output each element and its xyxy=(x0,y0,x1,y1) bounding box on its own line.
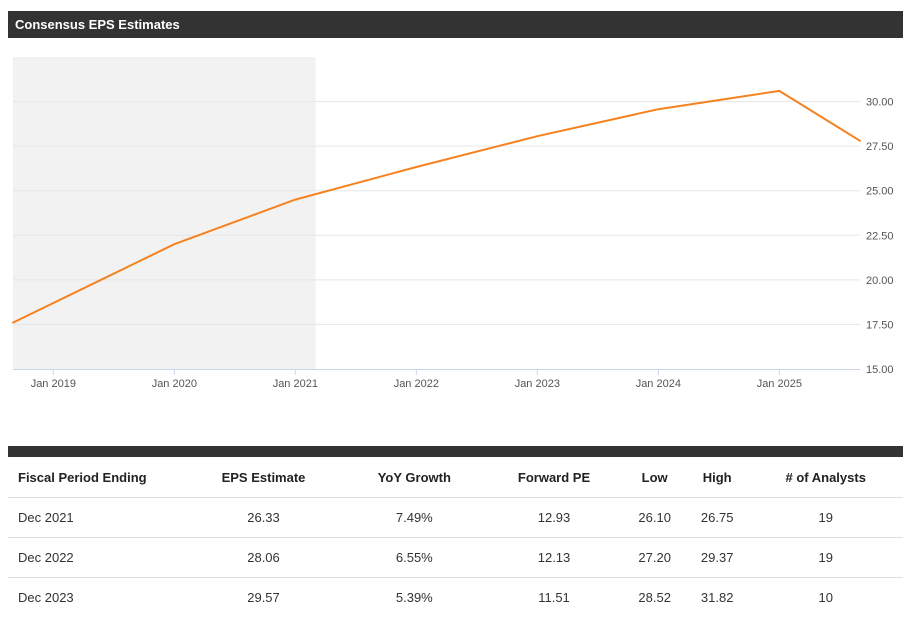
y-tick-label: 25.00 xyxy=(866,186,894,198)
table-row: Dec 2022 28.06 6.55% 12.13 27.20 29.37 1… xyxy=(8,537,903,578)
y-tick-label: 15.00 xyxy=(866,364,894,376)
table-cell: 12.13 xyxy=(484,537,624,578)
eps-estimates-table: Fiscal Period Ending EPS Estimate YoY Gr… xyxy=(8,457,903,617)
y-tick-label: 22.50 xyxy=(866,230,894,242)
eps-line-chart: 30.00 27.50 25.00 22.50 20.00 17.50 15.00 Jan 2… xyxy=(12,57,894,390)
column-header: YoY Growth xyxy=(344,457,485,498)
x-tick-label: Jan 2020 xyxy=(152,378,197,390)
table-cell: 19 xyxy=(748,537,903,578)
table-header-row: Fiscal Period Ending EPS Estimate YoY Gr… xyxy=(8,457,903,498)
column-header: Fiscal Period Ending xyxy=(8,457,183,498)
x-tick-label: Jan 2021 xyxy=(273,378,318,390)
column-header: # of Analysts xyxy=(748,457,903,498)
table-cell: 26.75 xyxy=(685,497,749,538)
table-cell: 12.93 xyxy=(484,497,624,538)
table-cell: 29.57 xyxy=(247,590,280,605)
column-header: High xyxy=(685,457,749,498)
table-cell: Dec 2022 xyxy=(8,537,183,578)
table-cell: 6.55% xyxy=(344,537,485,578)
column-header: Low xyxy=(623,457,686,498)
x-tick-label: Jan 2025 xyxy=(757,378,802,390)
x-tick-label: Jan 2024 xyxy=(636,378,681,390)
chart-header: Consensus EPS Estimates xyxy=(8,11,903,38)
table-cell: 10 xyxy=(818,590,833,605)
eps-series-line xyxy=(12,89,861,324)
y-tick-label: 20.00 xyxy=(866,275,894,287)
table-cell: 27.20 xyxy=(623,537,686,578)
x-tick-label: Jan 2019 xyxy=(31,378,76,390)
table-cell: 28.52 xyxy=(638,590,671,605)
column-header: Forward PE xyxy=(484,457,624,498)
table-cell: 26.33 xyxy=(183,497,345,538)
y-tick-label: 17.50 xyxy=(866,319,894,331)
table-cell: 31.82 xyxy=(700,590,734,605)
table-cell: Dec 2023 xyxy=(18,590,74,605)
table-cell: 28.06 xyxy=(183,537,345,578)
y-tick-label: 27.50 xyxy=(866,141,894,153)
table-cell: 26.10 xyxy=(623,497,686,538)
table-cell: 7.49% xyxy=(344,497,485,538)
table-cell: 5.39% xyxy=(395,590,433,605)
table-cell: 19 xyxy=(748,497,903,538)
table-row: Dec 2023 29.57 5.39% 11.51 28.52 31.82 1… xyxy=(8,578,903,617)
chart-title: Consensus EPS Estimates xyxy=(15,17,180,32)
y-tick-label: 30.00 xyxy=(866,97,894,109)
historical-shaded-region xyxy=(13,57,316,369)
x-tick-label: Jan 2023 xyxy=(515,378,560,390)
table-cell: Dec 2021 xyxy=(8,497,183,538)
table-header-bar xyxy=(8,446,903,457)
column-header: EPS Estimate xyxy=(183,457,345,498)
x-tick-label: Jan 2022 xyxy=(394,378,439,390)
table-cell: 29.37 xyxy=(685,537,749,578)
table-row: Dec 2021 26.33 7.49% 12.93 26.10 26.75 1… xyxy=(8,497,903,538)
table-cell: 11.51 xyxy=(538,590,570,605)
